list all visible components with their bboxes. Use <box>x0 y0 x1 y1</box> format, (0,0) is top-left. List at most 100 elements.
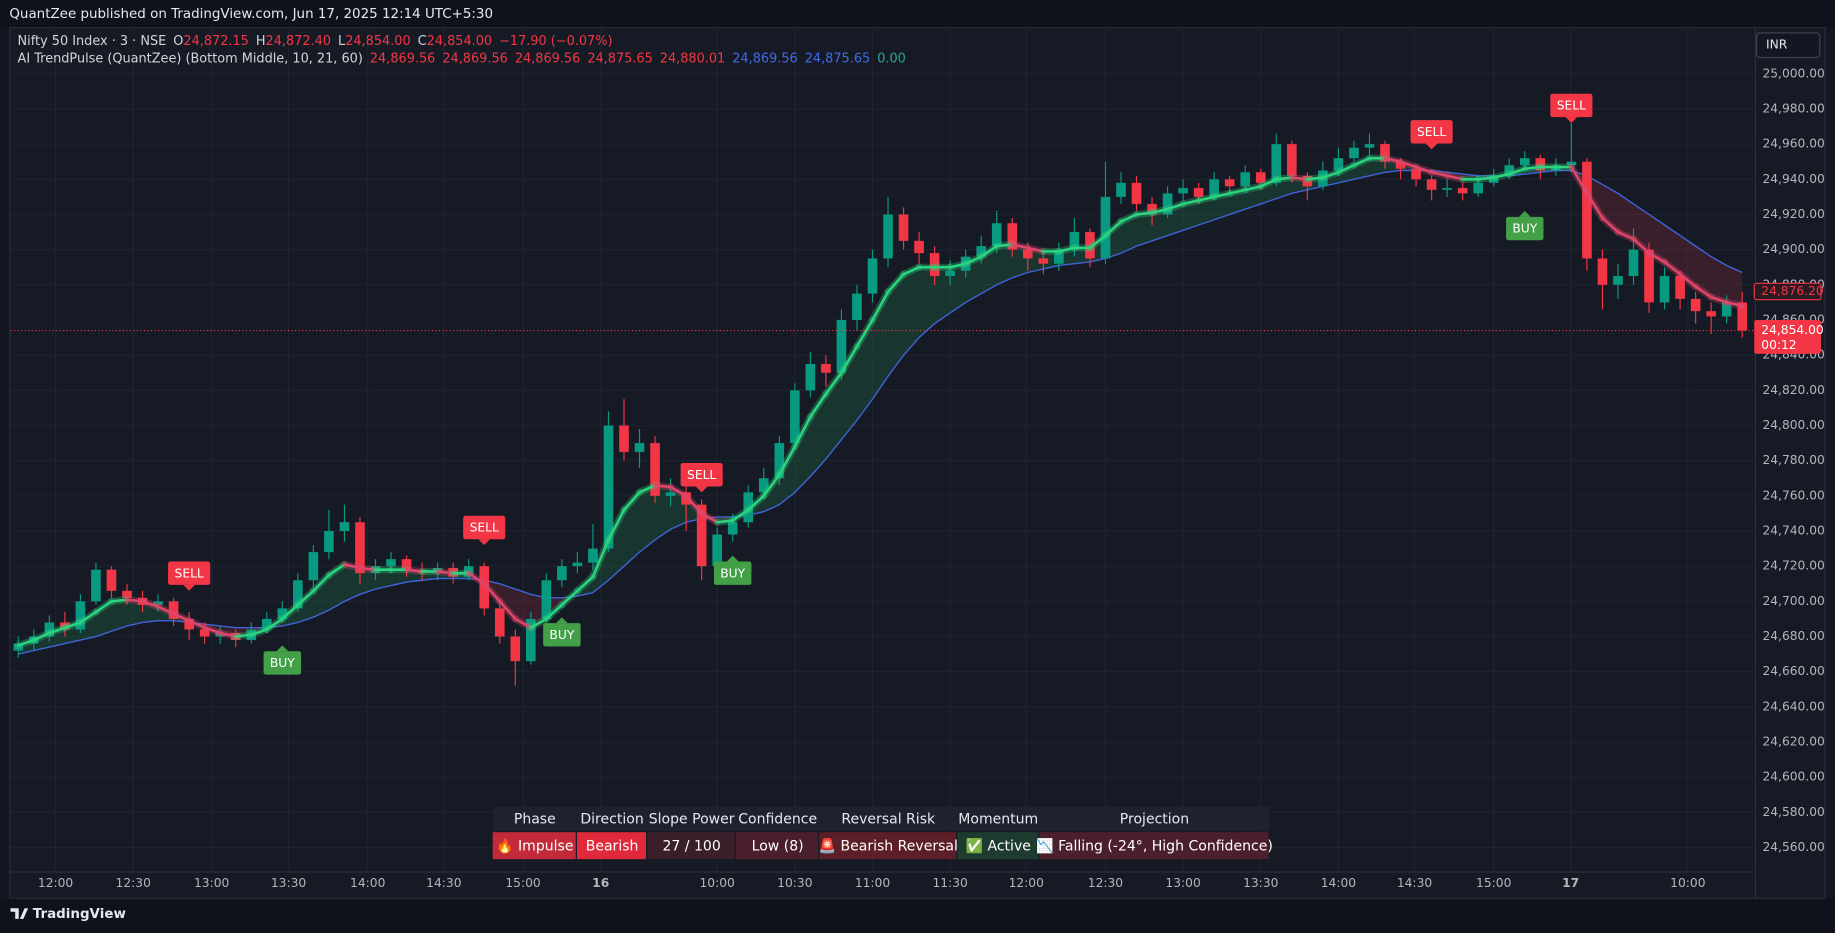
candle-body <box>463 566 474 577</box>
fast-trend-line <box>871 290 890 322</box>
candle-body <box>355 522 365 574</box>
y-tick-label: 25,000.00 <box>1762 66 1824 80</box>
fast-trend-line <box>809 392 828 418</box>
y-tick-label: 24,820.00 <box>1762 383 1824 397</box>
trend-band <box>1229 189 1246 215</box>
fast-trend-line <box>1445 174 1464 181</box>
change-value: −17.90 (−0.07%) <box>499 34 612 49</box>
fast-trend-line <box>187 619 206 630</box>
candle-body <box>44 622 55 637</box>
signal-pointer <box>1425 143 1438 150</box>
candle-body <box>261 618 272 630</box>
trend-tag <box>1753 282 1822 301</box>
publisher-text: QuantZee published on TradingView.com, J… <box>9 7 493 22</box>
fast-trend-line <box>296 589 315 607</box>
fast-trend-line <box>793 415 812 448</box>
x-tick-label: 10:00 <box>1670 876 1705 890</box>
signal-label: BUY <box>1512 222 1537 236</box>
candle-body <box>619 425 629 452</box>
trend-band <box>981 246 997 294</box>
fast-trend-line <box>1104 220 1123 237</box>
x-tick-label: 12:00 <box>38 876 73 890</box>
fast-trend-line <box>855 318 874 348</box>
fast-trend-line <box>669 485 688 498</box>
y-tick-label: 24,960.00 <box>1762 137 1824 151</box>
candle-body <box>541 580 552 619</box>
plot: SELL BUY SELL BUY SELL BUY SELL BUY SELL <box>10 93 1756 686</box>
fast-trend-line <box>1119 213 1138 223</box>
fast-trend-line <box>560 589 579 607</box>
ohlc-letter: H <box>256 34 266 49</box>
y-tick-label: 24,940.00 <box>1762 172 1824 186</box>
candle-body <box>277 608 288 619</box>
table-cell <box>1039 832 1269 860</box>
candle-body <box>1737 302 1748 331</box>
fast-trend-line <box>32 631 51 642</box>
candle-body <box>153 601 163 605</box>
candle-body <box>339 522 350 532</box>
trend-band <box>825 372 842 459</box>
chart-frame <box>9 27 1826 899</box>
x-tick-label: 15:00 <box>1476 876 1511 890</box>
fast-trend-line <box>110 598 129 603</box>
signal: SELL <box>1410 120 1453 150</box>
fast-trend-line <box>715 519 735 524</box>
trend-band <box>1695 246 1712 298</box>
candle-body <box>122 590 132 598</box>
candle-body <box>1302 175 1313 187</box>
candle-body <box>805 363 816 391</box>
y-tick-label: 24,560.00 <box>1762 840 1824 854</box>
trend-band <box>344 564 360 602</box>
indicator-value: 24,880.01 <box>660 51 725 66</box>
fast-trend-line <box>48 626 67 635</box>
fast-trend-line <box>1632 237 1651 255</box>
trend-band <box>934 267 951 324</box>
x-tick-label: 11:30 <box>932 876 967 890</box>
y-tick-label: 24,580.00 <box>1762 805 1824 819</box>
trend-band <box>1680 235 1696 287</box>
signal-label: BUY <box>270 656 295 670</box>
fast-trend-line <box>498 600 517 621</box>
signal: BUY <box>713 555 752 585</box>
y-tick-label: 24,980.00 <box>1762 101 1824 115</box>
fast-trend-line <box>824 371 843 396</box>
fast-trend-line <box>1337 163 1356 174</box>
candle-body <box>215 633 226 637</box>
y-tick-label: 24,900.00 <box>1762 242 1824 256</box>
candle-body <box>168 601 179 619</box>
candle-body <box>1147 203 1157 215</box>
candle-body <box>976 246 987 257</box>
table-cell-text: Low (8) <box>752 838 804 854</box>
fast-trend-line <box>405 568 424 573</box>
candle-body <box>1209 179 1219 197</box>
candle-body <box>1519 158 1530 166</box>
fast-trend-line <box>1306 176 1325 181</box>
trend-band <box>1711 256 1727 303</box>
fast-trend-line <box>358 566 377 571</box>
trend-band <box>1120 214 1137 254</box>
x-tick-label: 13:30 <box>271 876 306 890</box>
candle-body <box>1178 188 1188 194</box>
fast-trend-line <box>156 605 175 615</box>
trend-band <box>515 589 531 628</box>
y-tick-label: 24,920.00 <box>1762 207 1824 221</box>
fast-trend-line <box>17 638 36 647</box>
fast-trend-line <box>1709 295 1728 304</box>
y-tick-label: 24,640.00 <box>1762 699 1824 713</box>
signal-label: BUY <box>549 628 574 642</box>
fast-trend-line <box>1663 260 1682 276</box>
table-cell-text: 🔥 Impulse <box>496 837 573 854</box>
candle-body <box>1038 258 1049 264</box>
y-tick-label: 24,600.00 <box>1762 770 1824 784</box>
candle-body <box>898 214 909 241</box>
ohlc-value: 24,854.00 <box>427 34 492 49</box>
trend-band <box>639 485 656 553</box>
ohlc-value: 24,872.15 <box>183 34 248 49</box>
fast-trend-line <box>1290 176 1309 181</box>
indicator-name: AI TrendPulse (QuantZee) (Bottom Middle,… <box>18 51 363 66</box>
signal-pointer <box>183 584 195 591</box>
candle-body <box>1364 144 1375 148</box>
table-cell <box>819 832 957 860</box>
countdown-label: 00:12 <box>1761 338 1796 352</box>
last-price-label: 24,854.00 <box>1761 323 1823 337</box>
